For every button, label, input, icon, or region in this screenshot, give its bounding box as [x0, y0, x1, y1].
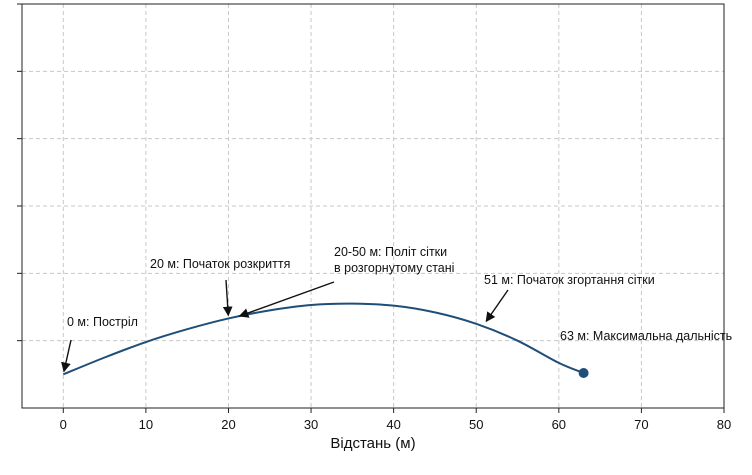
grid: [22, 3, 725, 408]
annotation-max-range: 63 м: Максимальна дальність: [560, 329, 732, 343]
x-tick-label: 0: [60, 417, 67, 432]
annotation-arrow: [485, 289, 509, 323]
annotation-shot: 0 м: Постріл: [67, 315, 138, 329]
max-range-marker: [578, 367, 589, 378]
annotation-folding: 51 м: Початок згортання сітки: [484, 273, 655, 287]
annotation-arrow: [222, 279, 233, 317]
x-tick-label: 10: [139, 417, 153, 432]
annotation-arrow: [238, 281, 335, 318]
annotation-line: в розгорнутому стані: [334, 261, 454, 275]
annotation-line: 0 м: Постріл: [67, 315, 138, 329]
annotation-line: 20 м: Початок розкриття: [150, 257, 290, 271]
annotation-line: 20-50 м: Політ сітки: [334, 245, 447, 259]
annotation-arrow: [61, 339, 72, 373]
x-axis-title: Відстань (м): [330, 435, 415, 452]
annotation-flight: 20-50 м: Політ сітки в розгорнутому стані: [334, 245, 454, 275]
annotation-opening: 20 м: Початок розкриття: [150, 257, 290, 271]
annotation-line: 51 м: Початок згортання сітки: [484, 273, 655, 287]
trajectory-line: [62, 302, 584, 376]
annotations: 0 м: Постріл 20 м: Початок розкриття 20-50…: [61, 245, 732, 373]
annotation-line: 63 м: Максимальна дальність: [560, 329, 732, 343]
x-tick-label: 50: [469, 417, 483, 432]
x-tick-label: 30: [304, 417, 318, 432]
x-tick-label: 40: [386, 417, 400, 432]
x-axis-ticks: 0 10 20 30 40 50 60 70 80: [60, 408, 731, 432]
x-tick-label: 60: [552, 417, 566, 432]
x-tick-label: 20: [221, 417, 235, 432]
x-tick-label: 70: [634, 417, 648, 432]
x-tick-label: 80: [717, 417, 731, 432]
y-axis-ticks: [17, 3, 22, 342]
